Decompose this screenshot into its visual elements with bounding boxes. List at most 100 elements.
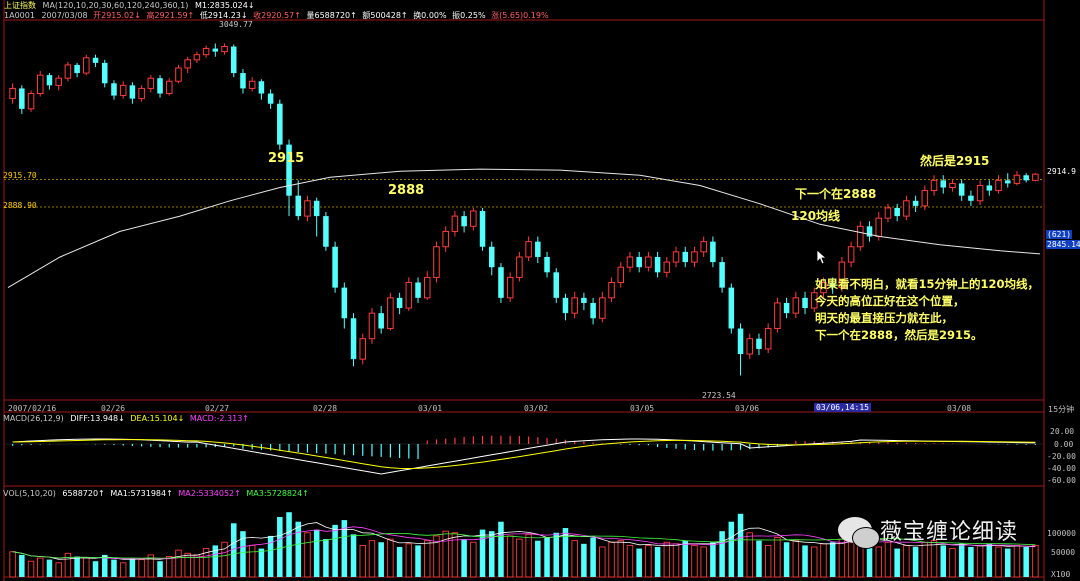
volume-bar-down xyxy=(323,539,329,577)
volume-bar-up xyxy=(193,554,201,578)
volume-bar-up xyxy=(820,543,827,578)
candle-up xyxy=(525,241,532,258)
volume-bar-down xyxy=(350,534,357,577)
volume-bar-up xyxy=(506,535,514,578)
date-label: 2007/02/16 xyxy=(8,404,57,413)
volume-bar-up xyxy=(645,544,652,578)
volume-bar-down xyxy=(756,540,762,577)
candle-down xyxy=(461,216,467,227)
candle-down xyxy=(396,297,403,309)
volume-bar-down xyxy=(157,561,163,577)
volume-bar-up xyxy=(663,541,671,578)
current-price-tag: 2914.9 xyxy=(1047,167,1076,176)
note-line: 下一个在2888，然后是2915。 xyxy=(815,328,983,342)
candle-up xyxy=(470,210,477,227)
macd-tick: 0.00 xyxy=(1054,440,1074,449)
candle-up xyxy=(608,282,615,299)
candle-up xyxy=(921,190,929,207)
volume-bar-up xyxy=(976,544,984,578)
volume-bar-up xyxy=(184,552,191,578)
candle-up xyxy=(175,67,182,82)
volume-bar-up xyxy=(1013,544,1021,578)
volume-bar-up xyxy=(138,559,145,578)
candle-up xyxy=(774,302,781,329)
candle-down xyxy=(240,73,246,89)
volume-bar-up xyxy=(903,544,910,578)
level-label-2915: 2915.70 xyxy=(3,171,37,180)
volume-bar-down xyxy=(654,546,661,577)
volume-bar-up xyxy=(433,535,440,578)
candle-down xyxy=(737,328,744,355)
candle-down xyxy=(498,267,504,298)
candle-down xyxy=(719,262,725,288)
candle-down xyxy=(488,246,495,268)
amplitude-value: 振0.25% xyxy=(452,11,486,20)
volume-bar-down xyxy=(1004,548,1011,577)
candle-up xyxy=(764,327,772,350)
annotation-2888: 2888 xyxy=(388,183,425,198)
candle-down xyxy=(129,85,136,99)
candle-up xyxy=(221,46,228,53)
candle-up xyxy=(930,179,938,192)
low-extreme-label: 2723.54 xyxy=(702,391,736,400)
volume-bar-down xyxy=(1023,546,1029,577)
volume-bar-up xyxy=(691,544,698,578)
volume-bar-down xyxy=(710,542,716,577)
candle-up xyxy=(875,217,883,238)
candle-up xyxy=(700,241,707,253)
candle-up xyxy=(451,215,459,232)
volume-bar-up xyxy=(599,546,606,578)
macd-tick: -40.00 xyxy=(1047,464,1076,473)
watermark-text: 薇宝缠论细读 xyxy=(880,520,1019,545)
volume-bar-down xyxy=(230,523,237,577)
volume-bar-up xyxy=(37,557,44,578)
candle-up xyxy=(571,297,578,314)
candle-down xyxy=(581,297,587,303)
volume-bar-down xyxy=(958,543,965,577)
turnover-value: 换0.00% xyxy=(413,11,447,20)
candle-down xyxy=(682,251,689,263)
volume-bar-up xyxy=(359,544,366,578)
volume-bar-down xyxy=(488,531,495,577)
vol-ma2: MA2:5334052↑ xyxy=(178,489,241,498)
volume-bar-down xyxy=(590,537,596,577)
candle-up xyxy=(626,256,634,268)
open-value: 开2915.02↓ xyxy=(93,11,141,20)
volume-bar-down xyxy=(553,532,560,577)
candle-down xyxy=(350,318,357,360)
candle-up xyxy=(599,297,606,319)
ma-parameters: MA(120,10,20,30,60,120,240,360,1) xyxy=(42,1,189,10)
candle-up xyxy=(645,256,652,268)
candle-down xyxy=(1004,180,1011,184)
candle-up xyxy=(165,80,173,95)
volume-bar-up xyxy=(774,537,781,578)
candle-down xyxy=(636,256,642,268)
index-title: 上证指数 xyxy=(4,1,36,10)
candle-up xyxy=(617,266,625,284)
annotation-ma120: 120均线 xyxy=(791,209,841,223)
vol-ma3: MA3:5728824↑ xyxy=(246,489,309,498)
low-value: 低2914.23↓ xyxy=(199,11,248,20)
candle-down xyxy=(212,48,219,52)
volume-bar-up xyxy=(64,552,72,578)
volume-bar-down xyxy=(912,546,919,577)
candle-up xyxy=(792,297,800,314)
candle-down xyxy=(894,207,900,217)
candle-down xyxy=(802,297,808,309)
candle-up xyxy=(1013,174,1021,184)
volume-bar-down xyxy=(562,528,569,577)
period-label[interactable]: 15分钟 xyxy=(1048,405,1075,414)
macd-dea-line xyxy=(12,439,1036,470)
candle-down xyxy=(378,313,384,329)
volume-bar-up xyxy=(949,548,956,578)
volume-bar-down xyxy=(544,537,550,577)
volume-bar-up xyxy=(516,538,523,578)
change-value: 涨(5.65)0.19% xyxy=(491,11,549,20)
date-label: 03/08 xyxy=(947,404,972,413)
candle-down xyxy=(986,185,993,191)
volume-bar-up xyxy=(525,533,532,578)
candle-down xyxy=(111,83,117,96)
volume-bar-down xyxy=(267,535,274,577)
volume-bar-down xyxy=(968,546,974,577)
